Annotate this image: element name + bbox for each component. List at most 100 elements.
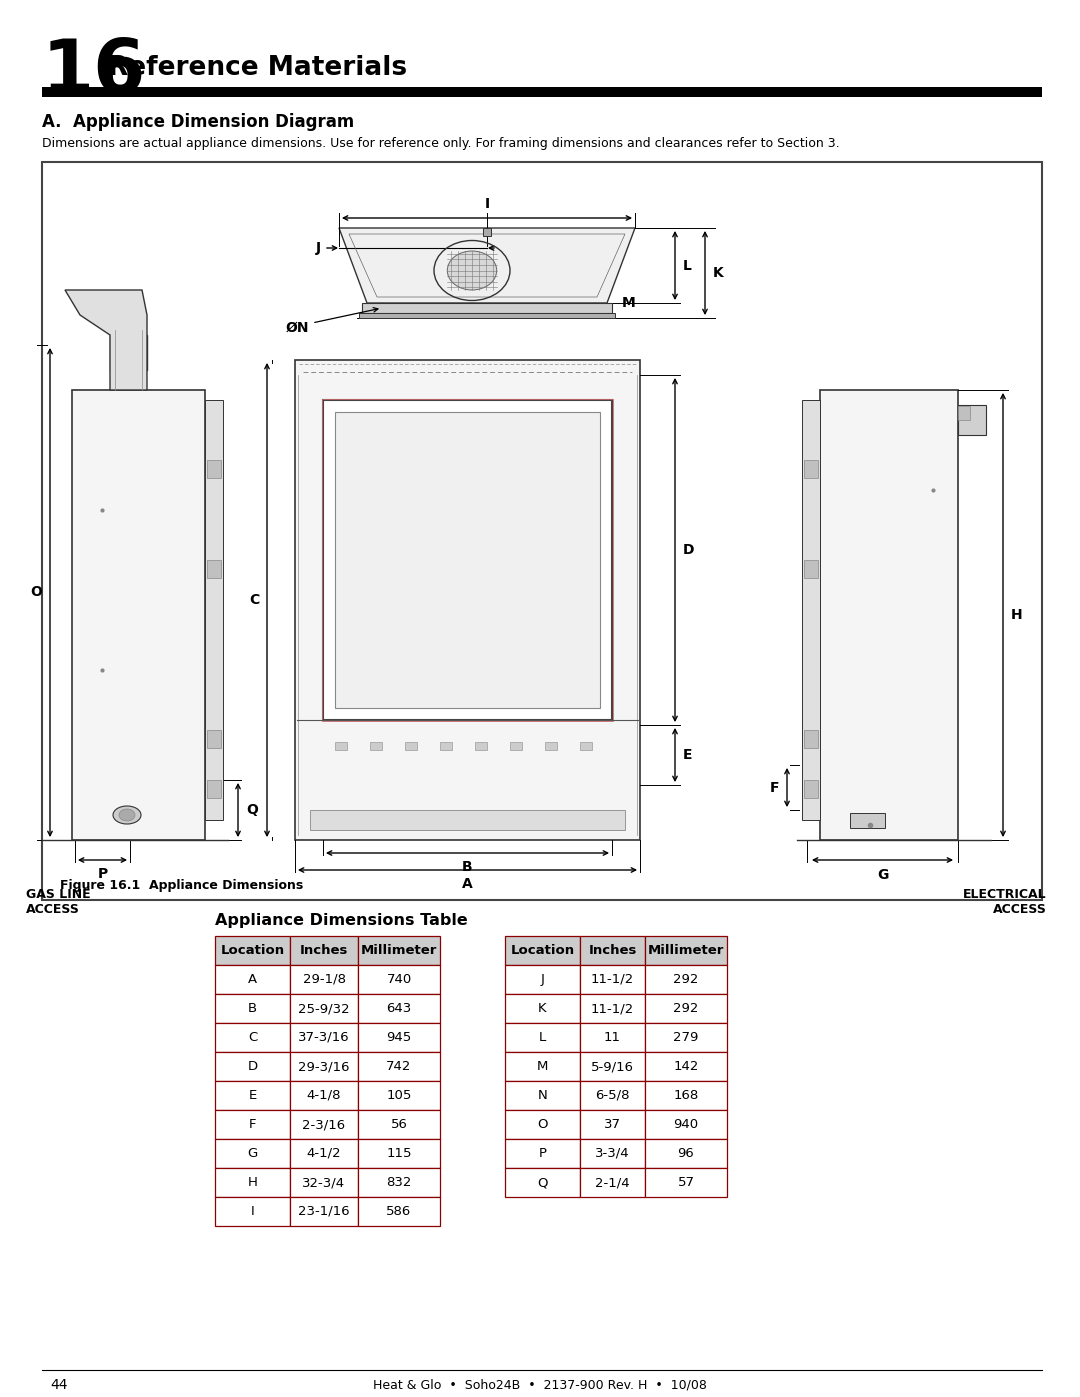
Bar [291,1081,357,1111]
Text: Millimeter: Millimeter [648,944,725,957]
Bar [483,228,491,236]
Text: Dimensions are actual appliance dimensions. Use for reference only. For framing : Dimensions are actual appliance dimensio… [42,137,839,149]
Text: A: A [462,877,473,891]
Text: 832: 832 [387,1176,411,1189]
Bar [357,995,440,1023]
Text: E: E [683,747,692,761]
Bar [110,335,147,370]
Bar [645,1168,727,1197]
Text: E: E [248,1090,257,1102]
Bar [291,1197,357,1227]
Text: 25-9/32: 25-9/32 [298,1002,350,1016]
Bar [215,1197,291,1227]
Text: 37: 37 [604,1118,621,1132]
Text: 29-3/16: 29-3/16 [298,1060,350,1073]
Bar [215,1111,291,1139]
Text: A.  Appliance Dimension Diagram: A. Appliance Dimension Diagram [42,113,354,131]
Bar [357,1168,440,1197]
Bar [335,742,347,750]
Bar [207,460,221,478]
Bar [42,87,1042,96]
Bar [580,742,592,750]
Text: 56: 56 [391,1118,407,1132]
Text: 643: 643 [387,1002,411,1016]
Bar [545,742,557,750]
Bar [207,731,221,747]
Text: 96: 96 [677,1147,694,1160]
Bar [580,1168,645,1197]
Text: F: F [769,781,779,795]
Text: Appliance Dimensions Table: Appliance Dimensions Table [215,912,468,928]
Bar [357,1052,440,1081]
Text: 586: 586 [387,1206,411,1218]
Bar [505,936,580,965]
Text: O: O [30,585,42,599]
Bar [370,742,382,750]
Bar [505,1081,580,1111]
Bar [291,1023,357,1052]
Bar [215,1168,291,1197]
Text: Reference Materials: Reference Materials [108,54,407,81]
Text: G: G [877,868,888,882]
Bar [205,400,222,820]
Bar [215,1023,291,1052]
Text: F: F [248,1118,256,1132]
Text: Figure 16.1  Appliance Dimensions: Figure 16.1 Appliance Dimensions [60,879,303,891]
Bar [72,390,205,840]
Bar [505,965,580,995]
Text: Inches: Inches [589,944,637,957]
Bar [802,400,820,820]
Text: 115: 115 [387,1147,411,1160]
Text: K: K [713,265,724,279]
Text: ØN: ØN [285,321,309,335]
Bar [359,313,615,319]
Text: D: D [247,1060,257,1073]
Bar [505,1023,580,1052]
Bar [323,400,612,719]
Text: J: J [315,242,321,256]
Text: 742: 742 [387,1060,411,1073]
Text: 37-3/16: 37-3/16 [298,1031,350,1044]
Bar [580,1139,645,1168]
Bar [291,1168,357,1197]
Text: 940: 940 [674,1118,699,1132]
Text: 11-1/2: 11-1/2 [591,972,634,986]
Text: 6-5/8: 6-5/8 [595,1090,630,1102]
Bar [291,995,357,1023]
Text: 2-3/16: 2-3/16 [302,1118,346,1132]
Text: P: P [539,1147,546,1160]
Bar [475,742,487,750]
Bar [580,965,645,995]
Text: Millimeter: Millimeter [361,944,437,957]
Text: I: I [251,1206,255,1218]
Text: 4-1/8: 4-1/8 [307,1090,341,1102]
Bar [580,936,645,965]
Text: I: I [485,197,489,211]
Text: 5-9/16: 5-9/16 [591,1060,634,1073]
Text: 105: 105 [387,1090,411,1102]
Bar [580,1111,645,1139]
Bar [958,405,986,434]
Text: H: H [247,1176,257,1189]
Text: Heat & Glo  •  Soho24B  •  2137-900 Rev. H  •  10/08: Heat & Glo • Soho24B • 2137-900 Rev. H •… [373,1379,707,1391]
Bar [804,560,818,578]
Bar [357,965,440,995]
Text: M: M [537,1060,549,1073]
Bar [207,560,221,578]
Text: 142: 142 [673,1060,699,1073]
Text: 11-1/2: 11-1/2 [591,1002,634,1016]
Text: 168: 168 [673,1090,699,1102]
Text: O: O [537,1118,548,1132]
Bar [505,995,580,1023]
Text: L: L [539,1031,546,1044]
Bar [820,390,958,840]
Bar [645,1023,727,1052]
Bar [645,995,727,1023]
Text: ELECTRICAL
ACCESS: ELECTRICAL ACCESS [963,888,1047,916]
Text: 279: 279 [673,1031,699,1044]
Bar [291,1139,357,1168]
Text: 292: 292 [673,1002,699,1016]
Text: B: B [462,861,473,875]
Polygon shape [339,228,635,303]
Bar [291,1052,357,1081]
